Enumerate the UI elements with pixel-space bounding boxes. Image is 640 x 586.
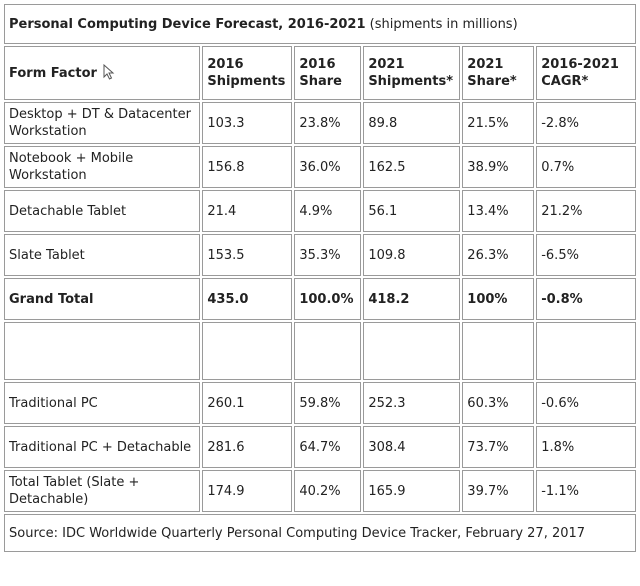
cell-2021-shipments: 418.2 xyxy=(363,278,461,320)
cell-2021-share: 60.3% xyxy=(462,382,535,424)
caption-title: Personal Computing Device Forecast, 2016… xyxy=(9,16,366,32)
mouse-pointer-icon xyxy=(103,64,115,80)
header-row: Form Factor 2016 Shipments 2016 Share 2021… xyxy=(4,46,636,100)
cell-2016-share: 4.9% xyxy=(294,190,362,232)
table-row: Traditional PC + Detachable 281.6 64.7% … xyxy=(4,426,636,468)
cell-cagr: 21.2% xyxy=(536,190,636,232)
cell-2021-shipments xyxy=(363,322,461,380)
cell-cagr: -0.6% xyxy=(536,382,636,424)
cell-2016-share: 23.8% xyxy=(294,102,362,144)
cell-form-factor: Total Tablet (Slate + Detachable) xyxy=(4,470,201,512)
cell-2021-shipments: 56.1 xyxy=(363,190,461,232)
cell-2016-shipments xyxy=(202,322,293,380)
header-form-factor: Form Factor xyxy=(4,46,201,100)
cell-cagr: -1.1% xyxy=(536,470,636,512)
table-row: Detachable Tablet 21.4 4.9% 56.1 13.4% 2… xyxy=(4,190,636,232)
table-caption: Personal Computing Device Forecast, 2016… xyxy=(4,4,636,44)
cell-form-factor: Traditional PC + Detachable xyxy=(4,426,201,468)
cell-2016-share: 40.2% xyxy=(294,470,362,512)
cell-2016-shipments: 156.8 xyxy=(202,146,293,188)
cell-2016-shipments: 153.5 xyxy=(202,234,293,276)
cell-2016-share: 35.3% xyxy=(294,234,362,276)
cell-2016-shipments: 103.3 xyxy=(202,102,293,144)
cell-2016-share: 64.7% xyxy=(294,426,362,468)
forecast-table: Personal Computing Device Forecast, 2016… xyxy=(2,2,638,554)
cell-cagr: -6.5% xyxy=(536,234,636,276)
header-2016-shipments: 2016 Shipments xyxy=(202,46,293,100)
cell-2021-shipments: 109.8 xyxy=(363,234,461,276)
cell-form-factor: Slate Tablet xyxy=(4,234,201,276)
header-2016-share: 2016 Share xyxy=(294,46,362,100)
cell-2021-share xyxy=(462,322,535,380)
header-2021-shipments: 2021 Shipments* xyxy=(363,46,461,100)
cell-cagr: 1.8% xyxy=(536,426,636,468)
cell-2016-shipments: 281.6 xyxy=(202,426,293,468)
header-form-factor-label: Form Factor xyxy=(9,66,97,81)
cell-cagr: 0.7% xyxy=(536,146,636,188)
table-row: Traditional PC 260.1 59.8% 252.3 60.3% -… xyxy=(4,382,636,424)
cell-2021-shipments: 165.9 xyxy=(363,470,461,512)
cell-form-factor: Grand Total xyxy=(4,278,201,320)
cell-cagr: -2.8% xyxy=(536,102,636,144)
header-cagr: 2016-2021 CAGR* xyxy=(536,46,636,100)
cell-2016-share: 100.0% xyxy=(294,278,362,320)
cell-2021-share: 26.3% xyxy=(462,234,535,276)
table-row: Total Tablet (Slate + Detachable) 174.9 … xyxy=(4,470,636,512)
cell-form-factor xyxy=(4,322,201,380)
cell-2016-share: 36.0% xyxy=(294,146,362,188)
grand-total-row: Grand Total 435.0 100.0% 418.2 100% -0.8… xyxy=(4,278,636,320)
cell-2021-share: 21.5% xyxy=(462,102,535,144)
cell-2021-shipments: 308.4 xyxy=(363,426,461,468)
cell-2016-shipments: 260.1 xyxy=(202,382,293,424)
source-row: Source: IDC Worldwide Quarterly Personal… xyxy=(4,514,636,552)
cell-cagr xyxy=(536,322,636,380)
cell-2016-shipments: 435.0 xyxy=(202,278,293,320)
cell-2016-share: 59.8% xyxy=(294,382,362,424)
cell-2016-shipments: 174.9 xyxy=(202,470,293,512)
cell-2016-share xyxy=(294,322,362,380)
cell-2021-share: 13.4% xyxy=(462,190,535,232)
cell-2021-share: 100% xyxy=(462,278,535,320)
cell-form-factor: Desktop + DT & Datacenter Workstation xyxy=(4,102,201,144)
caption-row: Personal Computing Device Forecast, 2016… xyxy=(4,4,636,44)
cell-2016-shipments: 21.4 xyxy=(202,190,293,232)
cell-form-factor: Traditional PC xyxy=(4,382,201,424)
cell-2021-share: 39.7% xyxy=(462,470,535,512)
caption-units: (shipments in millions) xyxy=(365,16,518,32)
header-2021-share: 2021 Share* xyxy=(462,46,535,100)
cell-form-factor: Detachable Tablet xyxy=(4,190,201,232)
table-row: Slate Tablet 153.5 35.3% 109.8 26.3% -6.… xyxy=(4,234,636,276)
table-row: Desktop + DT & Datacenter Workstation 10… xyxy=(4,102,636,144)
table-row: Notebook + Mobile Workstation 156.8 36.0… xyxy=(4,146,636,188)
cell-2021-shipments: 252.3 xyxy=(363,382,461,424)
source-note: Source: IDC Worldwide Quarterly Personal… xyxy=(4,514,636,552)
cell-2021-shipments: 162.5 xyxy=(363,146,461,188)
cell-2021-shipments: 89.8 xyxy=(363,102,461,144)
cell-2021-share: 38.9% xyxy=(462,146,535,188)
empty-row xyxy=(4,322,636,380)
cell-form-factor: Notebook + Mobile Workstation xyxy=(4,146,201,188)
cell-cagr: -0.8% xyxy=(536,278,636,320)
cell-2021-share: 73.7% xyxy=(462,426,535,468)
